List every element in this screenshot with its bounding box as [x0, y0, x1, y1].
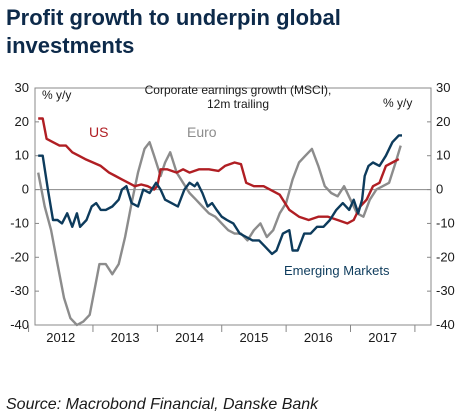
plot-frame: [34, 87, 432, 326]
x-tick-label: 2014: [175, 330, 204, 345]
y-tick-label-right: -30: [436, 283, 455, 298]
source-note: Source: Macrobond Financial, Danske Bank: [6, 396, 319, 413]
series-lines: [37, 117, 402, 327]
y-tick-label-left: 0: [22, 182, 29, 197]
series-line-emerging-markets: [38, 134, 402, 256]
y-tick-label-left: -40: [10, 317, 29, 332]
page-title: Profit growth to underpin global investm…: [6, 5, 341, 58]
x-tick-label: 2016: [304, 330, 333, 345]
y-tick-label-left: 20: [15, 114, 29, 129]
y-tick-label-left: -20: [10, 249, 29, 264]
y-tick-label-right: 0: [436, 182, 443, 197]
x-tick-label: 2015: [239, 330, 268, 345]
annotation-emerging-markets: Emerging Markets: [284, 263, 390, 278]
y-tick-label-left: -30: [10, 283, 29, 298]
y-tick-label-right: 20: [436, 114, 450, 129]
y-axis-left-label: % y/y: [42, 88, 71, 102]
series-line-euro: [37, 141, 402, 327]
y-axis-left: 30 20 10 0 -10 -20 -30 -40: [10, 80, 39, 332]
x-tick-label: 2013: [111, 330, 140, 345]
y-tick-label-right: 30: [436, 80, 450, 95]
chart-title: Corporate earnings growth (MSCI), 12m tra…: [145, 83, 332, 111]
y-tick-label-left: 10: [15, 148, 29, 163]
y-tick-label-right: 10: [436, 148, 450, 163]
y-tick-label-right: -20: [436, 249, 455, 264]
annotation-euro: Euro: [187, 124, 217, 140]
x-tick-label: 2017: [368, 330, 397, 345]
y-axis-right: 30 20 10 0 -10 -20 -30 -40: [427, 80, 455, 332]
x-tick-label: 2012: [46, 330, 75, 345]
y-tick-label-left: -10: [10, 215, 29, 230]
series-line-us: [38, 117, 400, 225]
x-axis: 2012 2013 2014 2015 2016 2017: [28, 325, 416, 345]
annotation-us: US: [89, 124, 108, 140]
chart-title-line: 12m trailing: [207, 97, 269, 111]
y-tick-label-right: -40: [436, 317, 455, 332]
y-tick-label-right: -10: [436, 215, 455, 230]
y-tick-label-left: 30: [15, 80, 29, 95]
chart-title-line: Corporate earnings growth (MSCI),: [145, 83, 332, 97]
plot-border: [34, 87, 432, 326]
y-axis-right-label: % y/y: [383, 96, 412, 110]
